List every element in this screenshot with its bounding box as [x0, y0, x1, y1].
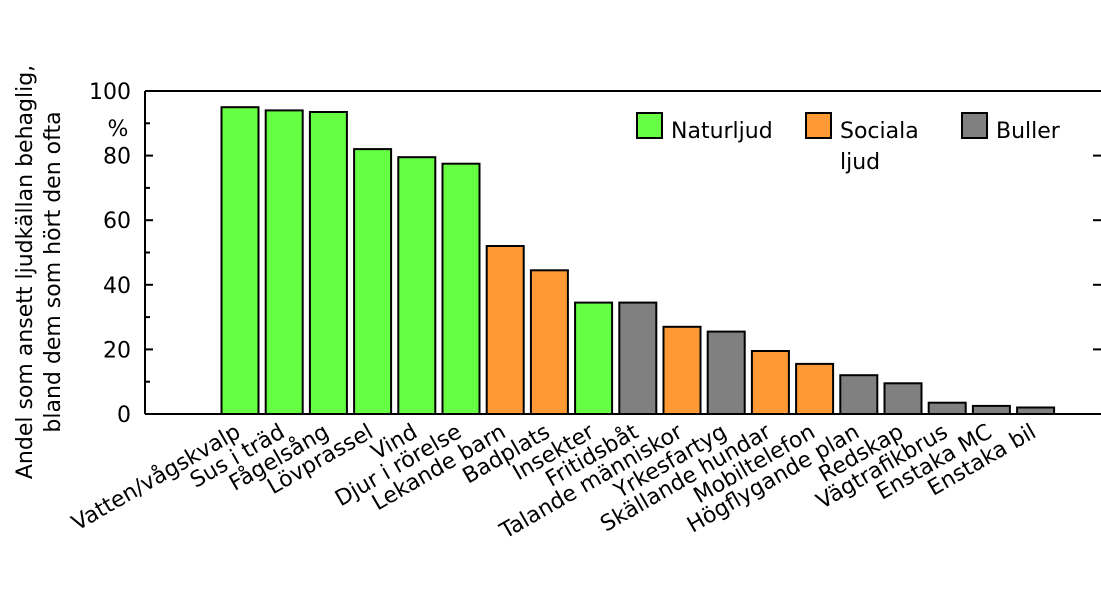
- legend-label: Sociala ljud: [840, 119, 919, 175]
- bar: [397, 156, 437, 415]
- y-tick-label: 60: [103, 209, 131, 234]
- bar: [574, 301, 614, 416]
- legend-swatch: [636, 112, 663, 139]
- bar: [706, 330, 746, 416]
- bar: [750, 350, 790, 415]
- y-tick-label: 40: [103, 274, 131, 299]
- bar: [662, 325, 702, 415]
- y-axis-label-line-1: Andel som ansett ljudkällan behaglig,: [13, 65, 38, 479]
- bar: [971, 404, 1011, 415]
- bar: [839, 374, 879, 416]
- y-axis-label-line-2: bland dem som hört den ofta: [41, 111, 66, 432]
- y-axis: 0 20 40 60 80 100: [89, 80, 1101, 428]
- bar: [220, 106, 260, 415]
- y-tick-label: 80: [103, 145, 131, 170]
- y-axis-unit: %: [108, 117, 129, 142]
- bar: [795, 362, 835, 415]
- y-tick-label: 20: [103, 338, 131, 363]
- bar: [927, 401, 967, 416]
- y-tick-label: 0: [117, 403, 131, 428]
- bar: [618, 301, 658, 416]
- bar: [308, 111, 348, 415]
- y-tick-label: 100: [89, 80, 131, 105]
- bar: [529, 269, 569, 415]
- legend-label: Buller: [996, 119, 1061, 144]
- bar: [441, 162, 481, 415]
- bars: [220, 106, 1056, 416]
- legend-swatch: [961, 112, 988, 139]
- legend-label: Naturljud: [671, 119, 773, 144]
- bar: [353, 148, 393, 415]
- legend: Naturljud Sociala ljud Buller: [636, 112, 1061, 175]
- bar: [883, 382, 923, 415]
- legend-swatch: [805, 112, 832, 139]
- bar: [264, 109, 304, 416]
- bar: [1016, 406, 1056, 415]
- y-axis-label: Andel som ansett ljudkällan behaglig, bl…: [13, 65, 66, 479]
- bar: [485, 245, 525, 415]
